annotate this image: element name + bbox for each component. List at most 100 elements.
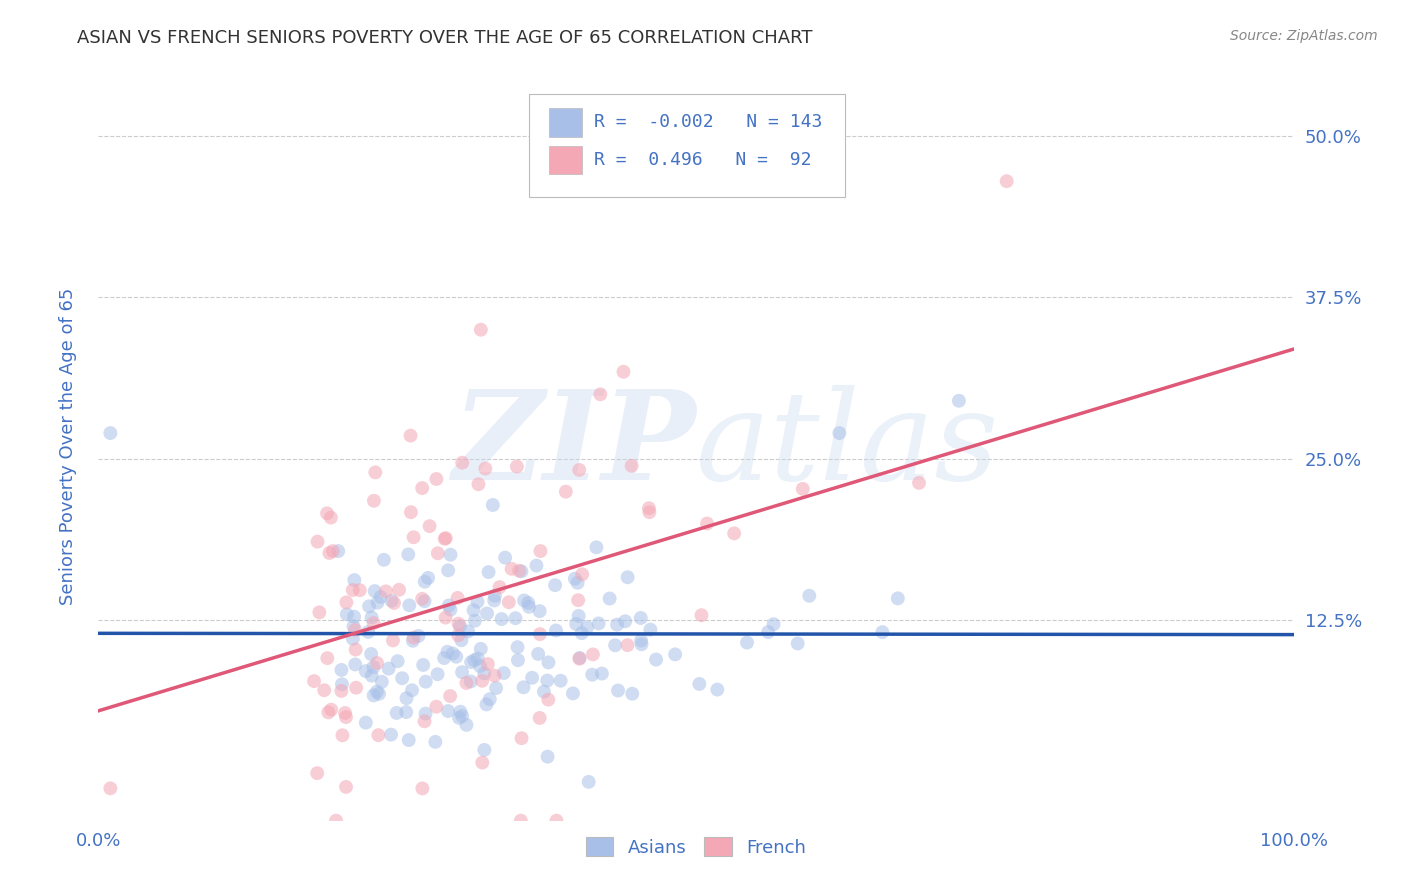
Point xyxy=(451,456,474,470)
Point xyxy=(344,623,367,637)
Point xyxy=(360,647,382,661)
Point xyxy=(501,562,523,576)
Point xyxy=(568,651,591,665)
Point xyxy=(606,617,628,632)
Point xyxy=(302,674,325,689)
Point xyxy=(517,596,540,610)
Point xyxy=(762,617,785,632)
Point xyxy=(474,461,496,475)
Point xyxy=(98,781,122,796)
Point xyxy=(395,705,418,719)
Point xyxy=(325,814,347,828)
Point xyxy=(307,766,329,780)
Point xyxy=(402,530,425,544)
Point xyxy=(477,565,499,579)
Point xyxy=(307,534,329,549)
Point xyxy=(565,616,588,631)
Point xyxy=(638,505,661,519)
Point xyxy=(335,780,357,794)
Text: R =  -0.002   N = 143: R = -0.002 N = 143 xyxy=(595,113,823,131)
Point xyxy=(367,728,389,742)
Point xyxy=(591,666,613,681)
Point xyxy=(399,428,422,442)
Point xyxy=(471,673,494,688)
Text: Source: ZipAtlas.com: Source: ZipAtlas.com xyxy=(1230,29,1378,43)
Point xyxy=(437,563,460,577)
Text: R =  0.496   N =  92: R = 0.496 N = 92 xyxy=(595,151,811,169)
Point xyxy=(599,591,621,606)
Point xyxy=(550,673,572,688)
Point xyxy=(472,666,495,681)
Point xyxy=(402,631,425,645)
Point xyxy=(396,548,419,562)
Point xyxy=(463,603,485,617)
Point xyxy=(589,387,612,401)
Point xyxy=(630,633,652,648)
Point xyxy=(330,684,353,698)
Point xyxy=(363,660,385,674)
Legend: Asians, French: Asians, French xyxy=(579,830,813,864)
Point xyxy=(484,593,506,607)
Point xyxy=(467,477,489,491)
Point xyxy=(366,596,388,610)
Point xyxy=(330,677,353,691)
Point xyxy=(322,544,344,558)
Point xyxy=(402,633,425,648)
Point xyxy=(451,665,474,680)
FancyBboxPatch shape xyxy=(529,94,845,197)
Point xyxy=(425,699,447,714)
Point xyxy=(447,628,470,642)
Point xyxy=(360,610,382,624)
Point xyxy=(434,610,457,624)
Point xyxy=(426,546,449,560)
Point xyxy=(381,633,404,648)
Point xyxy=(506,653,529,667)
Point xyxy=(513,593,536,607)
Point xyxy=(413,594,436,608)
Point xyxy=(568,463,591,477)
Point xyxy=(472,743,495,757)
Point xyxy=(537,692,560,706)
Point xyxy=(412,657,434,672)
Point xyxy=(526,558,548,573)
Point xyxy=(391,671,413,685)
Point xyxy=(426,667,449,681)
Point xyxy=(529,627,551,641)
Point xyxy=(373,553,395,567)
Point xyxy=(688,677,710,691)
Point xyxy=(467,651,489,665)
Point xyxy=(98,426,122,441)
Point xyxy=(399,505,422,519)
Point xyxy=(510,731,533,746)
Point xyxy=(456,718,478,732)
Point xyxy=(792,482,814,496)
Point xyxy=(696,516,718,531)
Point xyxy=(342,582,364,597)
Point xyxy=(343,573,366,587)
Point xyxy=(363,689,385,703)
Point xyxy=(568,608,591,623)
Point xyxy=(585,541,607,555)
Point xyxy=(382,596,405,610)
Point xyxy=(723,526,745,541)
Point xyxy=(335,710,357,724)
Point xyxy=(451,709,474,723)
Point xyxy=(564,572,586,586)
Point xyxy=(450,633,472,648)
Point xyxy=(413,574,436,589)
Point xyxy=(335,595,357,609)
Point xyxy=(370,590,392,604)
Point xyxy=(576,620,599,634)
Point xyxy=(449,711,471,725)
Point xyxy=(446,591,468,605)
Point xyxy=(630,637,652,651)
Point xyxy=(475,698,498,712)
FancyBboxPatch shape xyxy=(548,145,582,174)
Point xyxy=(343,609,366,624)
Point xyxy=(603,638,626,652)
Point xyxy=(562,686,585,700)
Y-axis label: Seniors Poverty Over the Age of 65: Seniors Poverty Over the Age of 65 xyxy=(59,287,77,605)
Point xyxy=(498,595,520,609)
Point xyxy=(467,595,489,609)
Point xyxy=(616,570,638,584)
